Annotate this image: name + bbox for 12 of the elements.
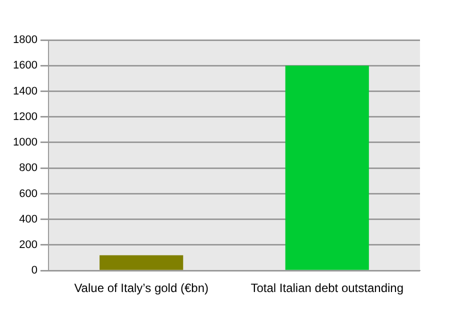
y-tick-label: 1800	[12, 34, 38, 46]
y-tick-label: 1600	[12, 60, 38, 72]
y-tick-label: 1200	[12, 110, 38, 123]
y-tick-label: 600	[19, 188, 38, 200]
x-tick-label: Value of Italy’s gold (€bn)	[74, 281, 209, 296]
y-tick-label: 1400	[12, 85, 38, 98]
x-tick-label: Total Italian debt outstanding	[250, 281, 404, 296]
y-tick-label: 1000	[12, 136, 38, 149]
y-tick-label: 0	[31, 264, 38, 277]
y-tick-label: 400	[19, 213, 38, 226]
y-tick-label: 200	[19, 239, 38, 252]
y-tick-label: 800	[19, 162, 38, 174]
